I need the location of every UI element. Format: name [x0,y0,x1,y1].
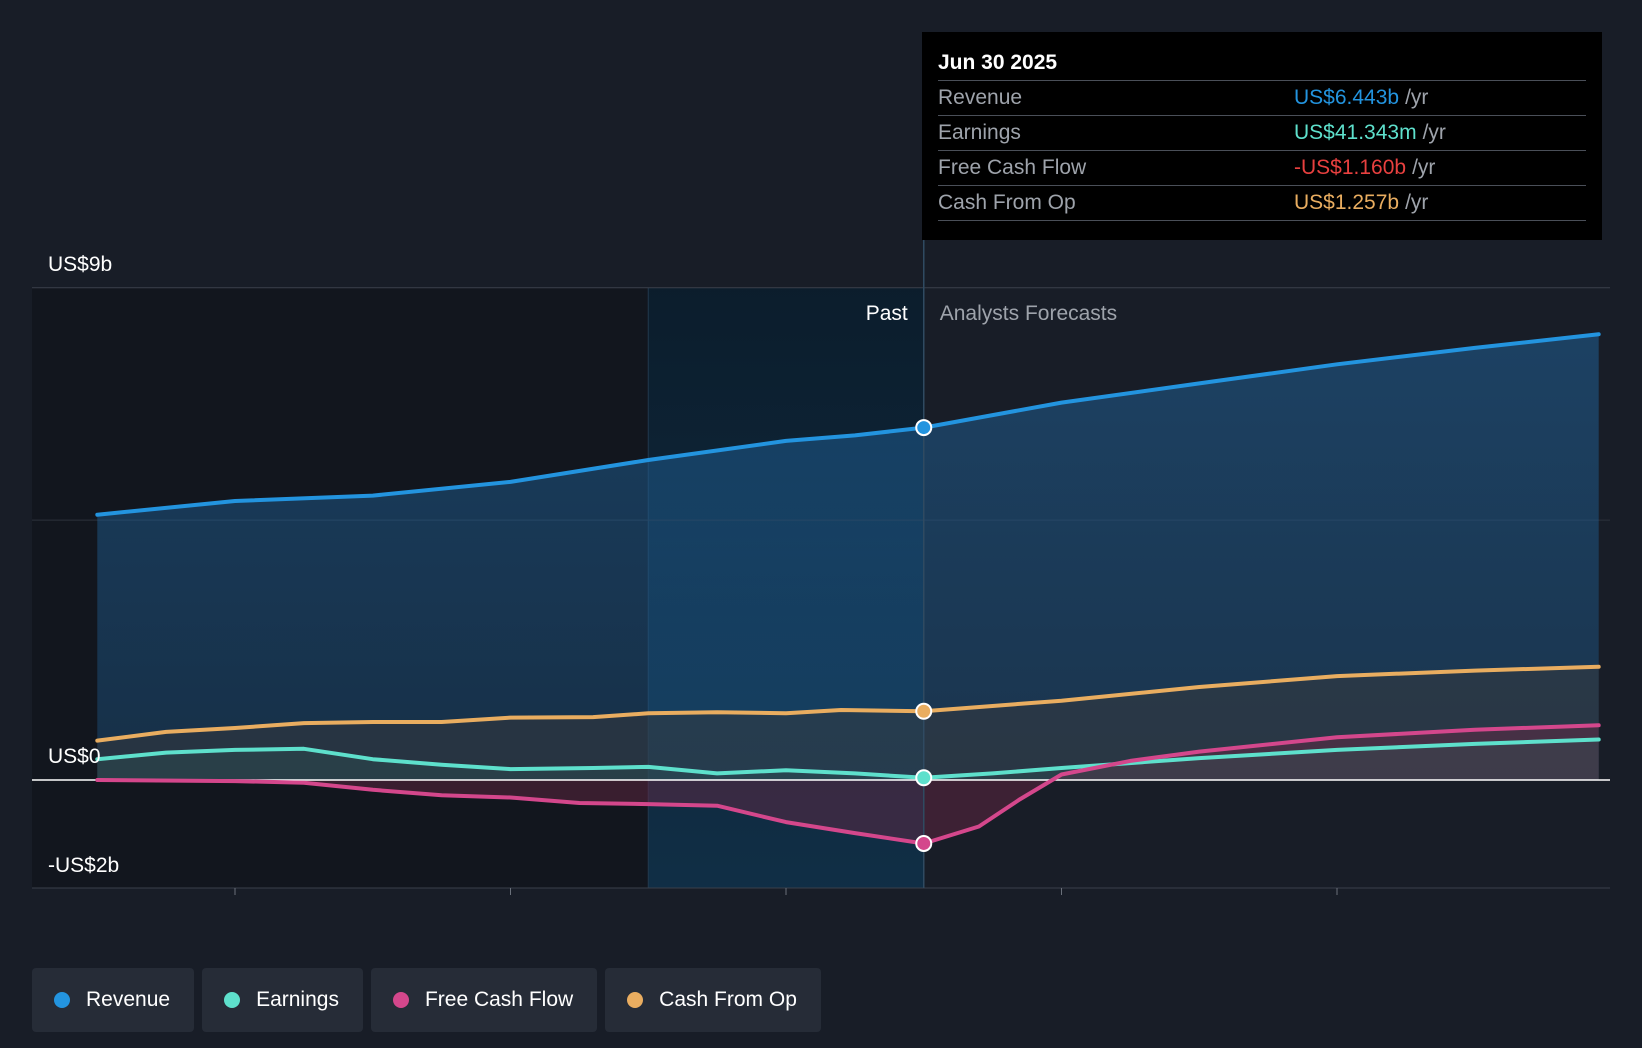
tooltip-row-free-cash-flow: Free Cash Flow -US$1.160b /yr [938,151,1586,186]
legend-label: Cash From Op [659,988,797,1011]
tooltip-row-label: Cash From Op [938,191,1076,214]
legend-item-revenue[interactable]: Revenue [32,968,195,1032]
free-cash-flow-marker [915,834,933,852]
tooltip-row-unit: /yr [1422,121,1446,144]
legend-label: Revenue [86,988,171,1011]
tooltip-row-label: Revenue [938,86,1023,109]
tooltip-row-value: US$41.343m [1294,121,1417,144]
cash-from-op-area [97,666,1599,780]
legend-item-cash-from-op[interactable]: Cash From Op [605,968,821,1032]
past-label: Past [866,302,908,325]
legend-dot-icon [627,992,644,1008]
tooltip-row-earnings: Earnings US$41.343m /yr [938,116,1586,151]
tooltip-row-label: Earnings [938,121,1021,144]
tooltip-row-value: US$6.443b [1294,86,1400,109]
legend-item-earnings[interactable]: Earnings [202,968,363,1032]
y-label-bottom: -US$2b [48,854,119,877]
revenue-line [95,332,1601,517]
cash-from-op-marker [915,702,933,720]
revenue-marker [915,419,933,437]
legend-label: Earnings [256,988,339,1011]
forecast-label: Analysts Forecasts [940,302,1117,325]
earnings-area [97,739,1599,780]
earnings-marker [915,769,933,787]
y-label-zero: US$0 [48,745,101,768]
tooltip-row-cash-from-op: Cash From Op US$1.257b /yr [938,186,1586,221]
free-cash-flow-line [95,723,1601,846]
tooltip-row-label: Free Cash Flow [938,156,1087,179]
tooltip-date: Jun 30 2025 [938,46,1586,81]
earnings-line [95,737,1601,780]
tooltip-row-unit: /yr [1405,191,1429,214]
legend-dot-icon [54,992,70,1008]
tooltip-row-unit: /yr [1412,156,1436,179]
tooltip-row-unit: /yr [1405,86,1429,109]
tooltip-panel: Jun 30 2025 Revenue US$6.443b /yr Earnin… [922,32,1602,240]
cash-from-op-line [95,664,1601,743]
legend-dot-icon [392,992,409,1008]
legend: Revenue Earnings Free Cash Flow Cash Fro… [32,968,821,1032]
y-label-top: US$9b [48,253,112,276]
legend-item-free-cash-flow[interactable]: Free Cash Flow [370,968,598,1032]
tooltip-row-value: US$1.257b [1294,191,1400,214]
legend-dot-icon [224,992,241,1008]
legend-label: Free Cash Flow [424,988,574,1011]
tooltip-row-value: -US$1.160b [1294,156,1407,179]
tooltip-row-revenue: Revenue US$6.443b /yr [938,81,1586,116]
revenue-area [97,334,1599,780]
